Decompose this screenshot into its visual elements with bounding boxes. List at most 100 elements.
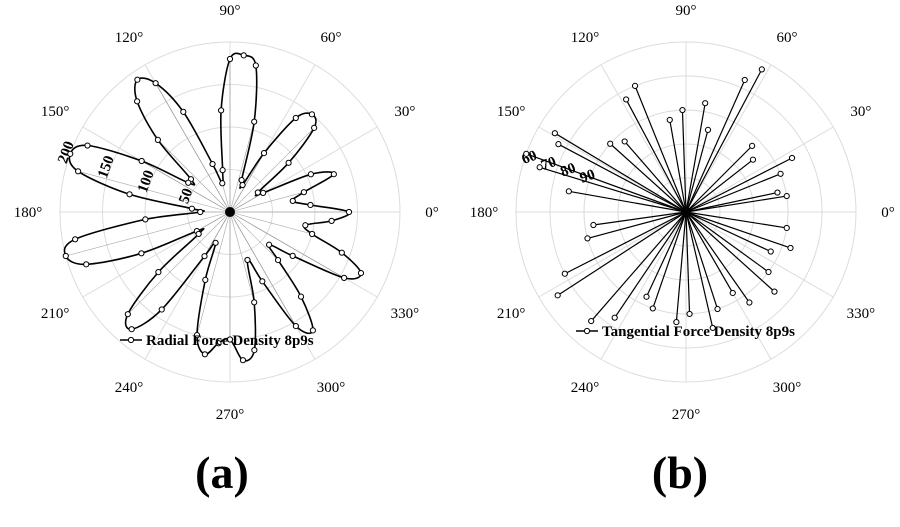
data-point — [215, 340, 222, 347]
data-point — [201, 351, 209, 358]
data-point — [555, 141, 562, 148]
data-point — [741, 76, 748, 84]
data-point — [193, 332, 201, 339]
data-point — [666, 116, 673, 124]
angle-tick-label: 120° — [115, 30, 144, 46]
legend: Radial Force Density 8p9s — [120, 333, 314, 349]
series-line — [63, 52, 362, 362]
data-point — [783, 224, 790, 232]
data-point — [714, 305, 721, 313]
angle-tick-label: 180° — [14, 205, 43, 221]
data-point — [554, 292, 561, 299]
data-point — [134, 76, 141, 83]
grid-spoke — [538, 211, 687, 298]
angle-tick-label: 90° — [676, 3, 697, 19]
data-point — [209, 160, 216, 168]
petal-line — [229, 211, 279, 261]
data-point — [84, 142, 91, 149]
data-point — [259, 278, 266, 285]
data-point — [195, 230, 202, 238]
data-point — [138, 157, 145, 165]
series-spoke — [685, 195, 787, 213]
data-point — [219, 180, 226, 187]
data-point — [783, 192, 790, 200]
series-spoke — [685, 129, 709, 213]
data-point — [260, 150, 268, 157]
angle-tick-label: 150° — [497, 104, 526, 120]
series-spoke — [669, 119, 687, 213]
data-point — [536, 164, 543, 171]
data-point — [746, 299, 753, 306]
series-spoke — [685, 211, 775, 293]
data-point — [588, 317, 595, 325]
series-spoke — [685, 211, 714, 329]
data-point — [749, 142, 756, 149]
radial-tick-label: 80 — [558, 160, 578, 180]
series-spoke — [625, 99, 687, 213]
angle-tick-label: 120° — [571, 30, 600, 46]
grid-spoke — [685, 64, 772, 213]
data-point — [138, 250, 145, 257]
radial-tick-label: 100 — [135, 168, 158, 195]
data-point — [154, 136, 161, 143]
grid-spoke — [600, 211, 687, 360]
data-point — [185, 179, 192, 186]
data-point — [124, 311, 131, 318]
legend-marker — [127, 336, 135, 344]
series-spoke — [558, 143, 687, 213]
series-spoke — [685, 211, 750, 303]
angle-tick-label: 240° — [571, 380, 600, 396]
series-spoke — [685, 211, 787, 229]
data-point — [590, 221, 597, 229]
series-spoke — [590, 211, 687, 322]
data-point — [565, 188, 572, 195]
data-point — [75, 168, 82, 175]
grid-spoke — [685, 126, 834, 213]
polar-chart-a: 0° 30° 60° 90° 120° 150° 180° 210° 240° 270° 300° 3… — [14, 3, 439, 423]
data-point — [649, 305, 656, 312]
grid-spoke — [229, 126, 378, 213]
data-point — [328, 217, 335, 224]
angle-tick-label: 210° — [497, 306, 526, 322]
data-point — [686, 310, 693, 318]
series-spoke — [526, 153, 687, 213]
data-point — [126, 191, 133, 198]
angle-tick-label: 270° — [216, 407, 245, 423]
petal-line — [229, 127, 315, 213]
series-spoke — [685, 191, 778, 213]
series-spoke — [681, 110, 687, 213]
angle-tick-label: 90° — [220, 3, 241, 19]
data-point — [292, 322, 299, 330]
petal-line — [155, 83, 231, 213]
data-point — [285, 159, 292, 166]
data-point — [254, 189, 261, 196]
grid-spoke — [600, 64, 687, 213]
data-point — [297, 293, 305, 300]
data-point — [212, 239, 219, 246]
series-spoke — [685, 211, 769, 273]
data-point — [158, 306, 165, 313]
data-point — [300, 189, 307, 196]
series-spoke — [634, 85, 687, 213]
grid-spoke — [229, 211, 378, 298]
angle-tick-label: 270° — [672, 407, 701, 423]
petal-line — [78, 171, 231, 213]
data-point — [239, 357, 247, 364]
data-point — [749, 156, 757, 163]
angle-tick-label: 210° — [41, 306, 70, 322]
series-spoke — [685, 173, 781, 213]
angle-tick-label: 150° — [41, 104, 70, 120]
origin-point — [681, 207, 691, 217]
panel-label-b: (b) — [652, 447, 708, 498]
data-point — [274, 256, 282, 264]
data-point — [226, 55, 234, 63]
data-point — [679, 106, 686, 114]
data-point — [673, 318, 680, 326]
series-spoke — [564, 211, 687, 275]
data-point — [240, 52, 247, 59]
data-point — [767, 248, 774, 255]
data-point — [128, 326, 135, 333]
data-point — [788, 154, 796, 162]
series-spoke — [645, 211, 687, 297]
data-point — [704, 126, 712, 133]
